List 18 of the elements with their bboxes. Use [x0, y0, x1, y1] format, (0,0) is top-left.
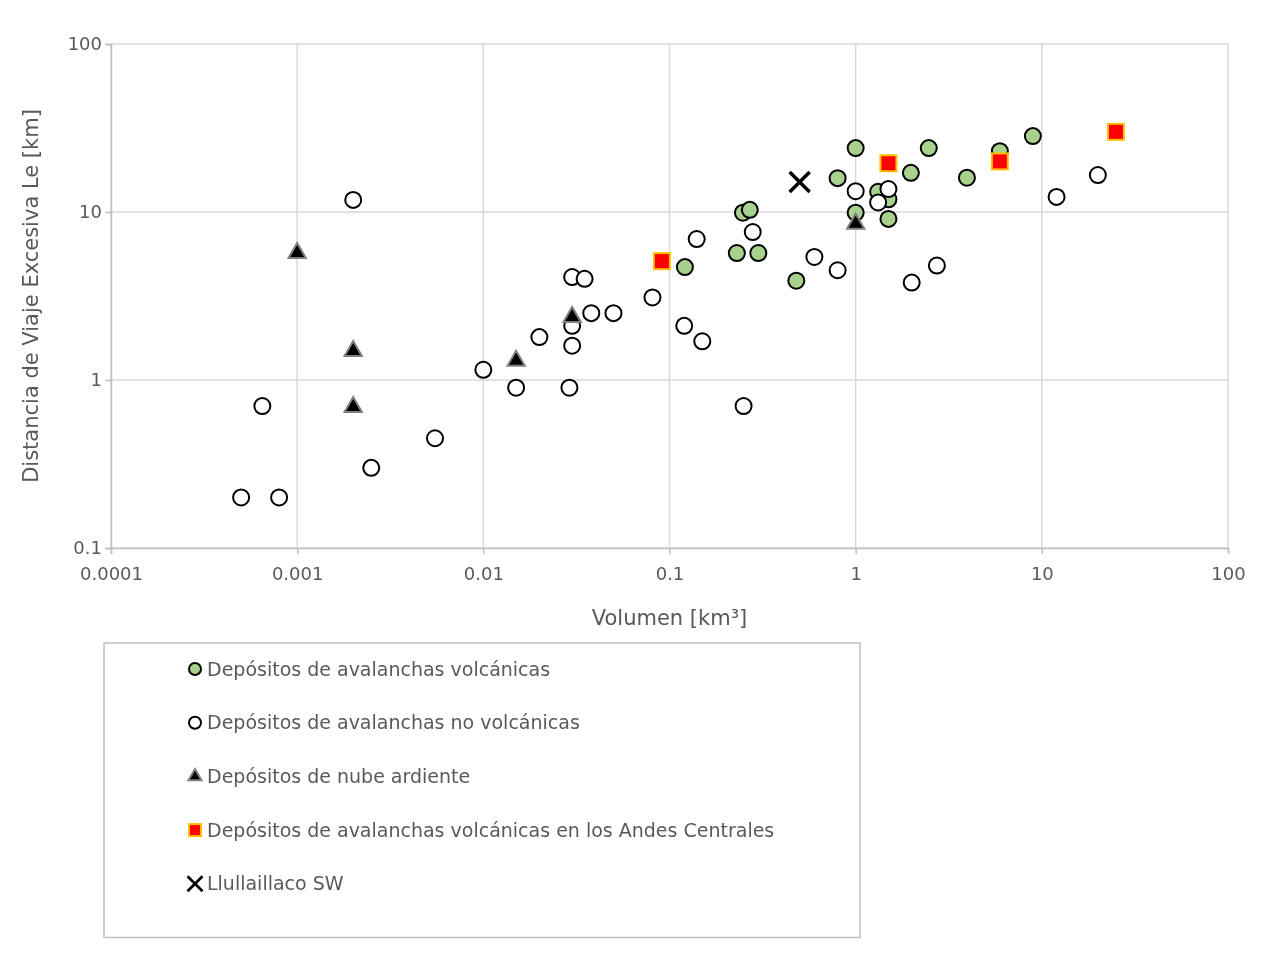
y-tick-label: 1 — [90, 369, 102, 391]
x-tick-label: 10 — [1030, 563, 1054, 585]
legend-label: Depósitos de avalanchas no volcánicas — [207, 711, 580, 734]
y-tick-label: 0.1 — [73, 537, 102, 559]
y-tick-label: 100 — [67, 33, 102, 55]
x-tick-label: 0.001 — [271, 563, 324, 585]
legend-label: Depósitos de avalanchas volcánicas — [207, 657, 551, 680]
x-axis-title: Volumen [km³] — [591, 606, 748, 630]
legend-label: Depósitos de avalanchas volcánicas en los Andes Centrales — [207, 818, 775, 841]
x-tick-label: 100 — [1211, 563, 1246, 585]
x-tick-label: 0.0001 — [80, 563, 143, 585]
y-tick-label: 10 — [79, 201, 102, 223]
legend-label: Llullaillaco SW — [207, 872, 344, 895]
x-tick-label: 0.01 — [463, 563, 504, 585]
x-tick-label: 0.1 — [655, 563, 685, 585]
y-axis-title: Distancia de Viaje Excesiva Le [km] — [19, 109, 43, 483]
x-tick-label: 1 — [850, 563, 862, 585]
legend-label: Depósitos de nube ardiente — [207, 765, 471, 788]
